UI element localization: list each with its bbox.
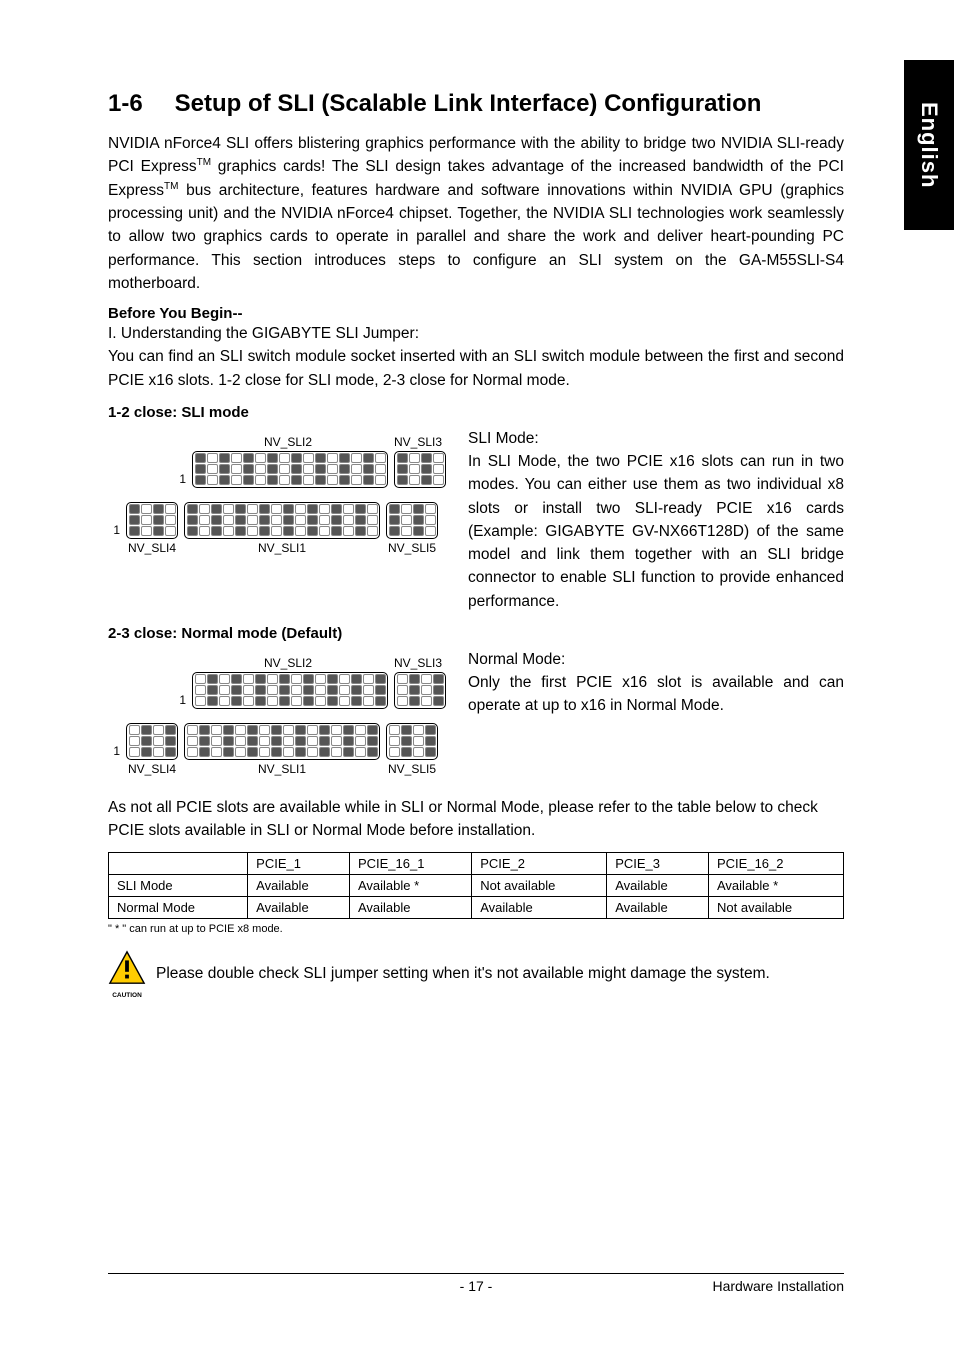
table-row: Normal ModeAvailableAvailableAvailableAv… [109, 897, 844, 919]
section-title: Setup of SLI (Scalable Link Interface) C… [175, 90, 762, 117]
before-heading: Before You Begin-- [108, 305, 844, 322]
table-cell: Not available [709, 897, 844, 919]
table-cell: Normal Mode [109, 897, 248, 919]
connector-sli5 [386, 723, 438, 760]
connector-sli1 [184, 502, 380, 539]
table-row: SLI ModeAvailableAvailable *Not availabl… [109, 875, 844, 897]
table-header-cell [109, 853, 248, 875]
table-cell: Available [349, 897, 471, 919]
connector-sli3 [394, 672, 446, 709]
table-cell: SLI Mode [109, 875, 248, 897]
table-cell: Available * [349, 875, 471, 897]
caution-icon: CAUTION [108, 949, 146, 999]
table-header-cell: PCIE_3 [607, 853, 709, 875]
jumper-label: NV_SLI4 [122, 762, 182, 776]
table-cell: Available [472, 897, 607, 919]
sli-mode-title: 1-2 close: SLI mode [108, 404, 844, 421]
table-header-cell: PCIE_2 [472, 853, 607, 875]
connector-sli2 [192, 451, 388, 488]
jumper-label: NV_SLI3 [388, 435, 448, 449]
page-title: 1-6 Setup of SLI (Scalable Link Interfac… [108, 90, 844, 118]
table-cell: Available [248, 897, 350, 919]
caution-text: Please double check SLI jumper setting w… [156, 965, 770, 983]
normal-mode-diagram: NV_SLI2 NV_SLI3 1 1 NV_SLI4 [108, 648, 448, 776]
pin-one-label: 1 [108, 523, 120, 537]
intro-paragraph: NVIDIA nForce4 SLI offers blistering gra… [108, 132, 844, 295]
understanding-heading: I. Understanding the GIGABYTE SLI Jumper… [108, 322, 844, 345]
sli-mode-description: SLI Mode: In SLI Mode, the two PCIE x16 … [468, 427, 844, 613]
jumper-label: NV_SLI2 [188, 656, 388, 670]
sli-mode-diagram: NV_SLI2 NV_SLI3 1 1 NV_SLI4 [108, 427, 448, 555]
connector-sli3 [394, 451, 446, 488]
jumper-label: NV_SLI4 [122, 541, 182, 555]
table-note: As not all PCIE slots are available whil… [108, 796, 844, 843]
normal-mode-title: 2-3 close: Normal mode (Default) [108, 625, 844, 642]
section-number: 1-6 [108, 90, 168, 118]
table-cell: Available [607, 875, 709, 897]
normal-mode-description: Normal Mode: Only the first PCIE x16 slo… [468, 648, 844, 718]
table-header-cell: PCIE_1 [248, 853, 350, 875]
jumper-label: NV_SLI1 [182, 762, 382, 776]
understanding-text: You can find an SLI switch module socket… [108, 345, 844, 392]
normal-mode-row: NV_SLI2 NV_SLI3 1 1 NV_SLI4 [108, 648, 844, 776]
table-cell: Available * [709, 875, 844, 897]
connector-sli1 [184, 723, 380, 760]
connector-sli5 [386, 502, 438, 539]
jumper-label: NV_SLI1 [182, 541, 382, 555]
footer-section: Hardware Installation [712, 1278, 844, 1294]
pin-one-label: 1 [174, 693, 186, 707]
pcie-availability-table: PCIE_1PCIE_16_1PCIE_2PCIE_3PCIE_16_2 SLI… [108, 852, 844, 919]
caution-row: CAUTION Please double check SLI jumper s… [108, 949, 844, 999]
page-footer: - 17 - Hardware Installation [108, 1273, 844, 1294]
table-cell: Available [607, 897, 709, 919]
pin-one-label: 1 [174, 472, 186, 486]
table-header-cell: PCIE_16_1 [349, 853, 471, 875]
jumper-label: NV_SLI2 [188, 435, 388, 449]
connector-sli4 [126, 502, 178, 539]
jumper-label: NV_SLI5 [382, 762, 442, 776]
table-header-row: PCIE_1PCIE_16_1PCIE_2PCIE_3PCIE_16_2 [109, 853, 844, 875]
jumper-label: NV_SLI3 [388, 656, 448, 670]
table-cell: Available [248, 875, 350, 897]
connector-sli2 [192, 672, 388, 709]
sli-mode-row: NV_SLI2 NV_SLI3 1 1 NV_SLI4 [108, 427, 844, 613]
document-page: 1-6 Setup of SLI (Scalable Link Interfac… [108, 90, 844, 999]
connector-sli4 [126, 723, 178, 760]
table-header-cell: PCIE_16_2 [709, 853, 844, 875]
pin-one-label: 1 [108, 744, 120, 758]
language-tab: English [904, 60, 954, 230]
table-cell: Not available [472, 875, 607, 897]
jumper-label: NV_SLI5 [382, 541, 442, 555]
page-number: - 17 - [460, 1278, 493, 1294]
table-footnote: " * " can run at up to PCIE x8 mode. [108, 923, 844, 935]
